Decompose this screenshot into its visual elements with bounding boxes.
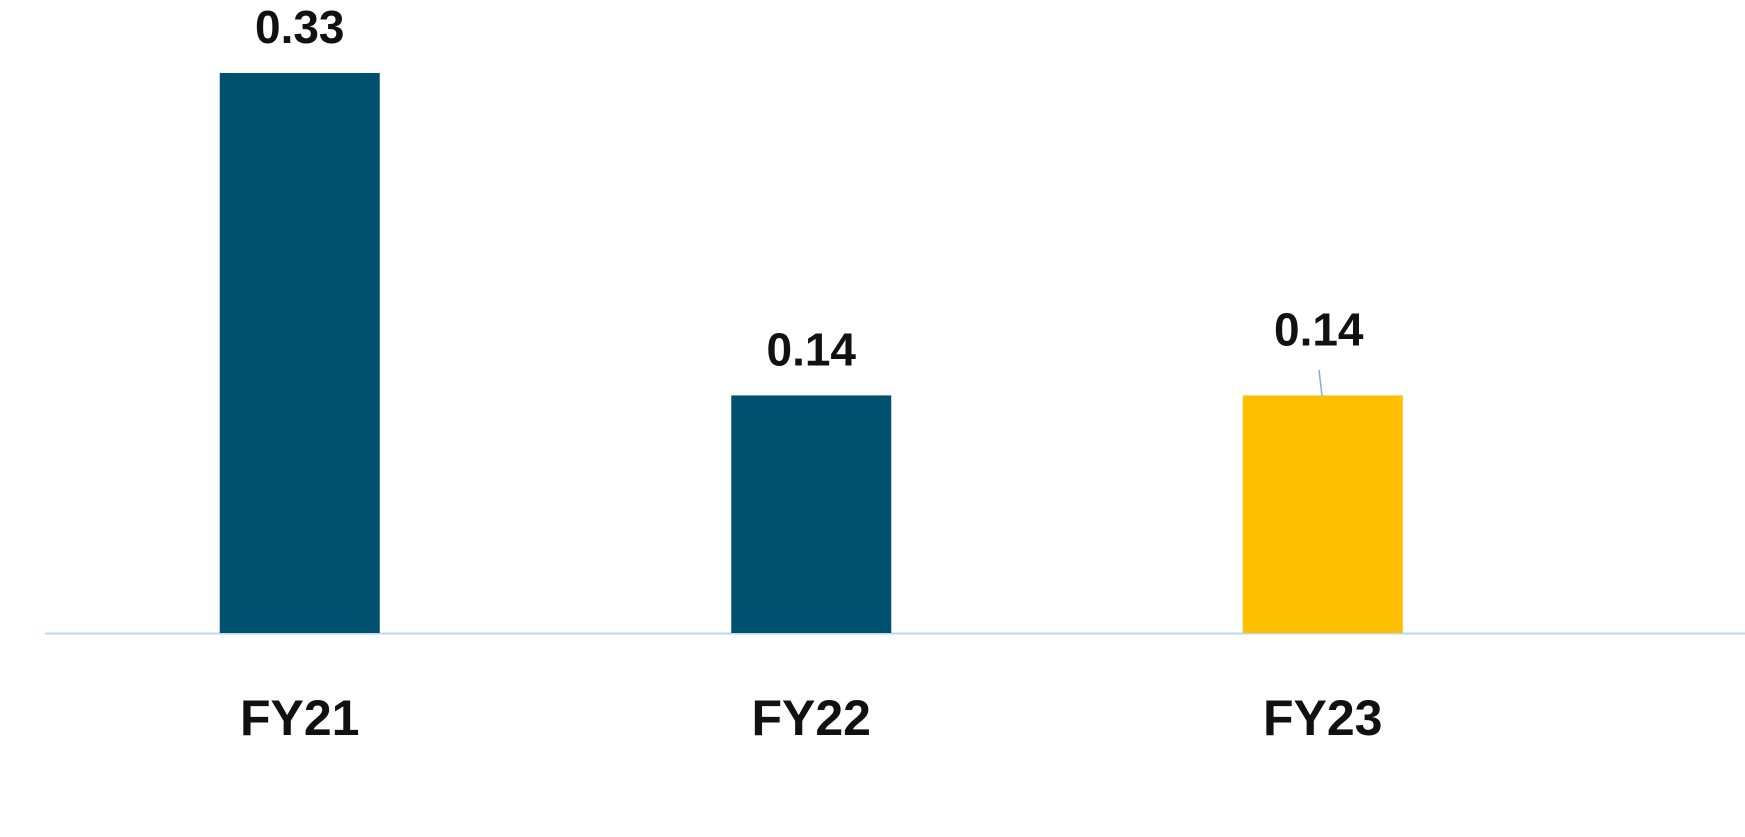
leader-line (1318, 369, 1323, 397)
x-tick-label: FY22 (751, 690, 871, 746)
x-tick-label: FY23 (1263, 690, 1383, 746)
data-label: 0.14 (766, 324, 856, 376)
bar (731, 395, 892, 633)
data-label: 0.33 (255, 1, 345, 53)
bar (219, 73, 380, 633)
bar (1242, 395, 1403, 633)
data-label: 0.14 (1274, 304, 1364, 356)
x-tick-label: FY21 (240, 690, 360, 746)
